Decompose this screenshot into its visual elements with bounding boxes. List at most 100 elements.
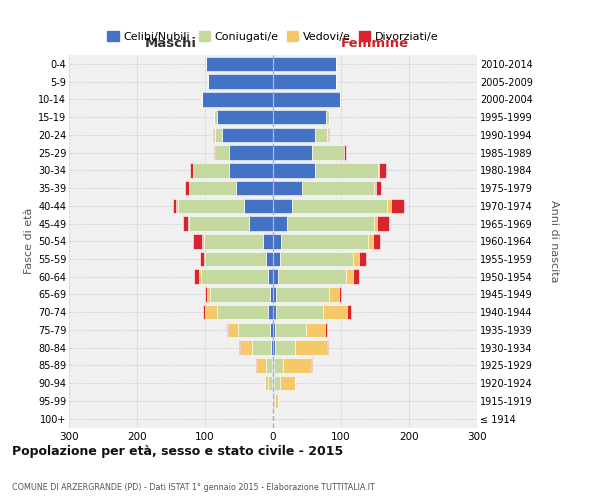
Bar — [311, 358, 312, 372]
Text: Popolazione per età, sesso e stato civile - 2015: Popolazione per età, sesso e stato civil… — [12, 444, 343, 458]
Bar — [273, 163, 315, 178]
Bar — [272, 376, 273, 390]
Bar — [377, 216, 389, 231]
Text: Maschi: Maschi — [145, 36, 197, 50]
Bar — [275, 340, 295, 355]
Bar — [214, 128, 215, 142]
Bar — [268, 305, 273, 320]
Bar — [277, 305, 323, 320]
Bar — [190, 216, 249, 231]
Bar — [205, 252, 266, 266]
Bar — [193, 163, 229, 178]
Bar — [368, 234, 373, 248]
Bar — [323, 305, 347, 320]
Bar — [268, 270, 273, 284]
Bar — [202, 92, 273, 106]
Bar — [273, 216, 287, 231]
Bar — [200, 252, 203, 266]
Legend: Celibi/Nubili, Coniugati/e, Vedovi/e, Divorziati/e: Celibi/Nubili, Coniugati/e, Vedovi/e, Di… — [103, 27, 443, 46]
Bar — [344, 146, 346, 160]
Bar — [347, 305, 350, 320]
Bar — [214, 146, 215, 160]
Bar — [188, 216, 190, 231]
Bar — [217, 110, 273, 124]
Bar — [199, 270, 201, 284]
Bar — [315, 128, 328, 142]
Bar — [287, 216, 374, 231]
Bar — [374, 216, 377, 231]
Bar — [222, 128, 273, 142]
Bar — [210, 287, 269, 302]
Y-axis label: Fasce di età: Fasce di età — [23, 208, 34, 274]
Bar — [268, 376, 272, 390]
Bar — [215, 128, 222, 142]
Bar — [274, 376, 280, 390]
Bar — [387, 198, 391, 213]
Text: Femmine: Femmine — [341, 36, 409, 50]
Bar — [252, 340, 271, 355]
Bar — [266, 358, 272, 372]
Bar — [273, 234, 281, 248]
Bar — [271, 340, 273, 355]
Bar — [373, 234, 380, 248]
Bar — [325, 322, 327, 337]
Bar — [193, 234, 202, 248]
Bar — [273, 287, 277, 302]
Bar — [208, 74, 273, 89]
Bar — [273, 74, 336, 89]
Bar — [270, 322, 273, 337]
Bar — [359, 252, 366, 266]
Bar — [313, 146, 344, 160]
Bar — [346, 270, 353, 284]
Bar — [273, 198, 292, 213]
Bar — [256, 358, 257, 372]
Bar — [278, 270, 346, 284]
Bar — [272, 358, 273, 372]
Bar — [275, 322, 307, 337]
Bar — [283, 358, 311, 372]
Bar — [227, 322, 228, 337]
Bar — [376, 181, 381, 196]
Bar — [272, 394, 273, 408]
Bar — [236, 181, 273, 196]
Bar — [215, 146, 229, 160]
Bar — [379, 163, 386, 178]
Bar — [302, 181, 374, 196]
Bar — [273, 181, 302, 196]
Bar — [273, 340, 275, 355]
Bar — [273, 358, 274, 372]
Bar — [173, 198, 176, 213]
Bar — [214, 110, 217, 124]
Bar — [292, 198, 387, 213]
Bar — [213, 128, 214, 142]
Bar — [228, 322, 238, 337]
Bar — [238, 322, 270, 337]
Bar — [263, 234, 273, 248]
Bar — [205, 305, 217, 320]
Bar — [249, 216, 273, 231]
Bar — [327, 340, 328, 355]
Bar — [217, 305, 268, 320]
Bar — [229, 163, 273, 178]
Bar — [244, 198, 273, 213]
Bar — [274, 358, 283, 372]
Bar — [353, 252, 359, 266]
Bar — [269, 287, 273, 302]
Bar — [239, 340, 252, 355]
Bar — [280, 252, 353, 266]
Bar — [281, 234, 368, 248]
Bar — [190, 163, 193, 178]
Bar — [391, 198, 404, 213]
Bar — [273, 128, 315, 142]
Bar — [185, 181, 188, 196]
Bar — [203, 234, 263, 248]
Bar — [273, 110, 326, 124]
Bar — [207, 287, 210, 302]
Bar — [273, 252, 280, 266]
Bar — [229, 146, 273, 160]
Bar — [206, 56, 273, 71]
Text: COMUNE DI ARZERGRANDE (PD) - Dati ISTAT 1° gennaio 2015 - Elaborazione TUTTITALI: COMUNE DI ARZERGRANDE (PD) - Dati ISTAT … — [12, 484, 375, 492]
Bar — [188, 181, 190, 196]
Bar — [329, 287, 339, 302]
Bar — [265, 376, 268, 390]
